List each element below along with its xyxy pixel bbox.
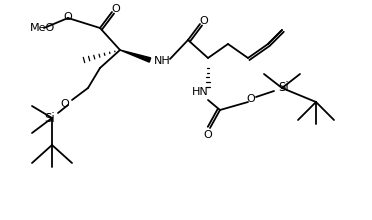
Text: MeO: MeO — [30, 23, 55, 33]
Text: Si: Si — [45, 112, 55, 125]
Text: O: O — [200, 16, 208, 26]
Text: NH: NH — [154, 56, 170, 66]
Text: HN: HN — [192, 87, 208, 97]
Text: Si: Si — [279, 81, 289, 94]
Text: O: O — [203, 130, 212, 140]
Text: O: O — [112, 4, 121, 14]
Polygon shape — [120, 50, 151, 62]
Text: O: O — [247, 94, 255, 104]
Text: O: O — [64, 12, 73, 22]
Text: O: O — [61, 99, 69, 109]
